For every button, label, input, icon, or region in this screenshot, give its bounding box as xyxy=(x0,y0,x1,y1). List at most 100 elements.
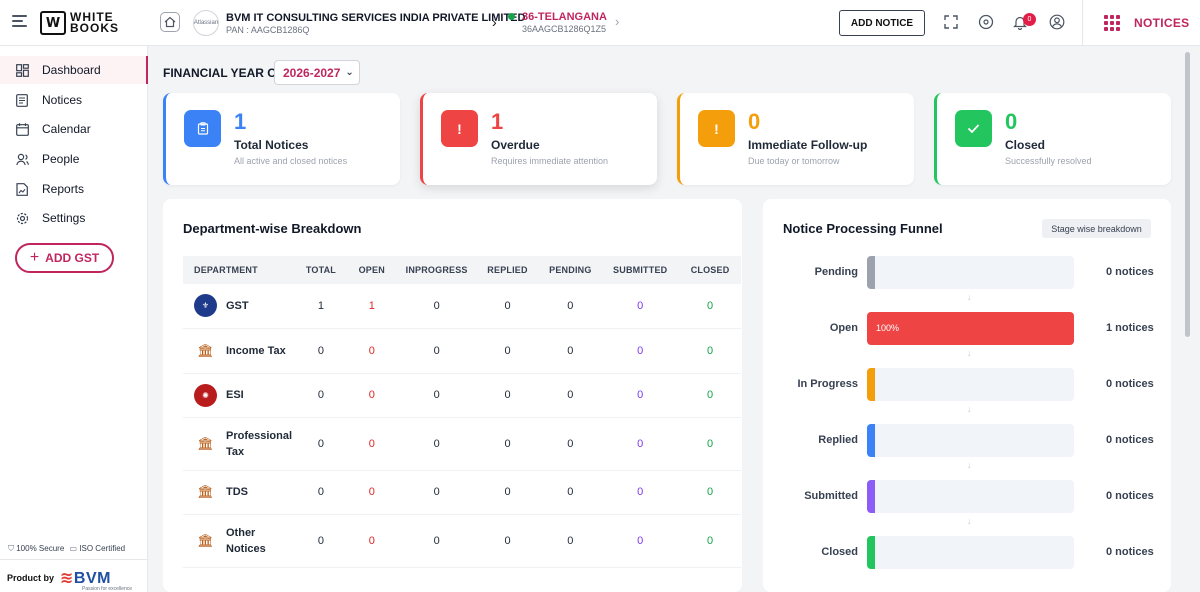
table-header-row: DEPARTMENT TOTAL OPEN INPROGRESS REPLIED… xyxy=(183,256,741,284)
count-cell: 0 xyxy=(296,470,346,515)
department-wrap: 🏛 Other Notices xyxy=(194,525,296,557)
stat-card-closed[interactable]: 0 Closed Successfully resolved xyxy=(934,93,1171,185)
add-gst-button[interactable]: + ADD GST xyxy=(15,243,114,273)
table-row[interactable]: ✺ ESI 0 0 0 0 0 0 0 xyxy=(183,373,741,418)
bvm-logo-text: BVM xyxy=(73,570,111,587)
count-cell: 0 xyxy=(475,328,540,374)
count-cell: 0 xyxy=(296,373,346,418)
table-row[interactable]: 🏛 Professional Tax 0 0 0 0 0 0 0 xyxy=(183,417,741,471)
stat-title: Overdue xyxy=(491,138,540,152)
logo-mark-icon: W xyxy=(40,11,66,35)
apps-grid-icon xyxy=(1104,15,1120,31)
count-cell: 0 xyxy=(539,470,602,515)
fullscreen-icon[interactable] xyxy=(942,13,960,31)
funnel-stage-count: 1 notices xyxy=(1106,322,1154,334)
notices-icon xyxy=(15,93,29,107)
department-breakdown-panel: Department-wise Breakdown DEPARTMENT TOT… xyxy=(163,199,742,592)
stat-subtitle: Requires immediate attention xyxy=(491,156,609,166)
financial-year-select[interactable]: 2026-2027 ⌄ xyxy=(274,60,360,85)
column-header: OPEN xyxy=(345,256,398,284)
count-cell: 0 xyxy=(679,373,741,418)
state-gstin: 36AAGCB1286Q1Z5 xyxy=(522,24,607,34)
sidebar: Dashboard Notices Calendar People Report… xyxy=(0,46,148,592)
calendar-icon xyxy=(15,122,29,136)
funnel-bar-indicator xyxy=(867,480,875,513)
ai-assistant-icon[interactable] xyxy=(977,13,995,31)
bell-icon[interactable] xyxy=(1011,13,1029,31)
chevron-right-icon[interactable]: › xyxy=(615,14,620,29)
menu-toggle-icon[interactable] xyxy=(12,15,27,27)
company-name[interactable]: BVM IT CONSULTING SERVICES INDIA PRIVATE… xyxy=(226,12,526,24)
count-cell: 0 xyxy=(475,514,540,568)
table-row[interactable]: 🏛 Other Notices 0 0 0 0 0 0 0 xyxy=(183,514,741,568)
check-icon xyxy=(955,110,992,147)
sidebar-item-people[interactable]: People xyxy=(0,145,148,173)
sidebar-item-reports[interactable]: Reports xyxy=(0,175,148,203)
notice-funnel-panel: Notice Processing Funnel Stage wise brea… xyxy=(763,199,1171,592)
count-cell: 0 xyxy=(679,417,741,471)
sidebar-item-calendar[interactable]: Calendar xyxy=(0,115,148,143)
table-row[interactable]: 🏛 TDS 0 0 0 0 0 0 0 xyxy=(183,470,741,515)
count-cell: 0 xyxy=(601,284,680,329)
notification-badge: 0 xyxy=(1023,13,1036,26)
funnel-bar-indicator xyxy=(867,424,875,457)
arrow-down-icon: ↓ xyxy=(967,348,972,358)
sidebar-item-settings[interactable]: Settings xyxy=(0,204,148,232)
stat-title: Closed xyxy=(1005,138,1046,152)
funnel-bar-track xyxy=(867,536,1074,569)
funnel-stage-count: 0 notices xyxy=(1106,490,1154,502)
count-cell: 0 xyxy=(397,470,476,515)
company-logo: Atlassian xyxy=(193,10,219,36)
count-cell: 0 xyxy=(345,417,398,471)
arrow-down-icon: ↓ xyxy=(967,460,972,470)
stat-card-total[interactable]: 1 Total Notices All active and closed no… xyxy=(163,93,400,185)
sidebar-item-label: Settings xyxy=(42,211,86,225)
column-header: DEPARTMENT xyxy=(183,256,296,284)
whitebooks-logo[interactable]: W WHITE BOOKS xyxy=(40,10,119,36)
security-badges: ⛉ 100% Secure ▭ ISO Certified xyxy=(8,544,125,554)
stat-card-overdue[interactable]: ! 1 Overdue Requires immediate attention xyxy=(420,93,657,185)
stat-value: 0 xyxy=(1005,109,1018,134)
funnel-stage-row[interactable]: In Progress 0 notices xyxy=(763,368,1171,401)
count-cell: 0 xyxy=(601,470,680,515)
bvm-logo: ≋BVM xyxy=(60,568,111,588)
table-row[interactable]: ⚜ GST 1 1 0 0 0 0 0 xyxy=(183,284,741,329)
department-wrap: 🏛 Professional Tax xyxy=(194,428,296,460)
count-cell: 0 xyxy=(601,514,680,568)
funnel-stage-row[interactable]: Pending 0 notices xyxy=(763,256,1171,289)
funnel-stage-row[interactable]: Replied 0 notices xyxy=(763,424,1171,457)
add-gst-label: ADD GST xyxy=(45,251,100,265)
count-cell: 0 xyxy=(539,373,602,418)
alert-icon: ! xyxy=(441,110,478,147)
secure-text: 100% Secure xyxy=(16,544,65,553)
department-name: Professional Tax xyxy=(226,429,293,458)
funnel-stage-count: 0 notices xyxy=(1106,546,1154,558)
home-icon[interactable] xyxy=(160,12,180,32)
funnel-stage-label: Pending xyxy=(814,266,858,278)
sidebar-item-dashboard[interactable]: Dashboard xyxy=(0,56,148,84)
funnel-stage-row[interactable]: Closed 0 notices xyxy=(763,536,1171,569)
state-name[interactable]: 36-TELANGANA xyxy=(522,11,607,23)
financial-year-value: 2026-2027 xyxy=(283,65,341,80)
table-row[interactable]: 🏛 Income Tax 0 0 0 0 0 0 0 xyxy=(183,328,741,374)
stat-card-follow-up[interactable]: ! 0 Immediate Follow-up Due today or tom… xyxy=(677,93,914,185)
funnel-stage-label: Closed xyxy=(821,546,858,558)
department-cell: ✺ ESI xyxy=(183,373,296,418)
sidebar-item-notices[interactable]: Notices xyxy=(0,86,148,114)
notices-app-tab[interactable]: NOTICES xyxy=(1082,0,1200,46)
funnel-stage-row[interactable]: Open 100% 1 notices xyxy=(763,312,1171,345)
funnel-stage-row[interactable]: Submitted 0 notices xyxy=(763,480,1171,513)
people-icon xyxy=(15,152,29,166)
user-profile-icon[interactable] xyxy=(1048,13,1066,31)
count-cell: 0 xyxy=(475,417,540,471)
shield-icon: ⛉ xyxy=(8,544,14,553)
funnel-stage-count: 0 notices xyxy=(1106,434,1154,446)
page-scrollbar[interactable] xyxy=(1185,52,1190,337)
department-wrap: 🏛 TDS xyxy=(194,480,296,504)
add-notice-button[interactable]: ADD NOTICE xyxy=(839,10,925,36)
financial-year-label: FINANCIAL YEAR OF xyxy=(163,66,284,80)
department-name: Other Notices xyxy=(226,526,266,555)
dashboard-icon xyxy=(15,63,29,77)
sidebar-item-label: Dashboard xyxy=(42,63,101,77)
stat-subtitle: Successfully resolved xyxy=(1005,156,1092,166)
